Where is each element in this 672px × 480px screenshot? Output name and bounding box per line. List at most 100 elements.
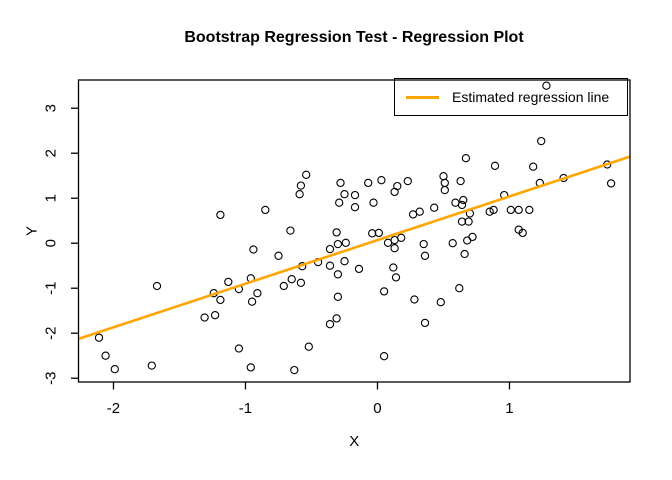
y-tick-label: -2: [42, 327, 59, 340]
data-point: [459, 195, 468, 205]
x-tick-label: 0: [373, 400, 381, 417]
data-point: [332, 314, 341, 323]
data-point: [333, 292, 343, 301]
data-point: [152, 281, 162, 291]
data-point: [216, 210, 225, 220]
data-point: [350, 203, 360, 212]
data-point: [542, 81, 551, 90]
data-point: [110, 365, 119, 374]
data-point: [340, 190, 349, 199]
data-point: [364, 178, 373, 188]
y-tick-label: 2: [42, 149, 59, 157]
data-point: [333, 239, 343, 249]
data-point: [390, 244, 399, 253]
x-axis-label: X: [349, 433, 359, 450]
data-point: [389, 263, 398, 272]
data-point: [448, 239, 457, 248]
regression-line-legend-swatch: [406, 95, 439, 99]
data-point: [336, 178, 345, 188]
regression-line: [78, 155, 631, 341]
data-point: [430, 203, 439, 212]
data-point: [290, 365, 299, 375]
data-point: [463, 236, 472, 245]
data-point: [333, 270, 343, 279]
data-point: [354, 264, 364, 274]
y-axis-label: Y: [23, 226, 40, 236]
data-point: [287, 275, 296, 284]
data-point: [296, 181, 306, 190]
data-point: [537, 136, 546, 146]
data-point: [200, 313, 209, 322]
data-point: [525, 205, 534, 215]
data-point: [94, 333, 104, 342]
y-axis: -3 -2 -1 0 1 2 3: [42, 104, 79, 385]
data-point: [518, 228, 527, 238]
data-point: [439, 172, 448, 181]
data-point: [335, 198, 344, 207]
data-point: [606, 179, 616, 188]
x-tick-label: -1: [239, 400, 252, 417]
data-point: [420, 251, 430, 260]
data-point: [377, 176, 386, 185]
data-point: [210, 311, 220, 320]
data-point: [249, 245, 258, 254]
data-point: [246, 363, 255, 372]
data-point: [340, 257, 349, 266]
data-point: [379, 352, 389, 361]
data-point: [253, 289, 262, 298]
data-point: [397, 233, 406, 242]
data-point: [325, 244, 335, 254]
data-point: [489, 205, 498, 215]
chart-title: Bootstrap Regression Test - Regression P…: [184, 29, 524, 46]
data-point: [420, 318, 430, 328]
data-point: [325, 261, 335, 270]
data-point: [279, 281, 288, 291]
data-point: [304, 342, 313, 351]
data-point: [234, 344, 244, 353]
x-tick-label: -2: [107, 400, 120, 417]
data-point: [216, 295, 225, 305]
data-point: [455, 284, 464, 293]
legend-label: Estimated regression line: [452, 89, 610, 105]
data-points: [94, 81, 616, 375]
data-point: [286, 226, 295, 235]
data-point: [419, 239, 428, 249]
data-point: [368, 229, 377, 238]
data-point: [456, 176, 465, 186]
data-point: [436, 298, 445, 307]
data-point: [247, 297, 257, 306]
data-point: [369, 198, 378, 207]
x-axis: -2 -1 0 1: [107, 382, 514, 417]
data-point: [410, 295, 419, 304]
data-point: [440, 185, 449, 195]
data-point: [274, 251, 283, 260]
data-point: [490, 161, 500, 170]
data-point: [224, 277, 233, 287]
data-point: [350, 190, 360, 200]
data-point: [341, 238, 350, 247]
data-point: [457, 200, 467, 210]
data-point: [325, 320, 335, 329]
y-tick-label: 1: [42, 194, 59, 202]
data-point: [374, 228, 383, 238]
data-point: [296, 278, 306, 287]
data-point: [390, 187, 399, 197]
data-point: [506, 205, 515, 215]
y-tick-label: -1: [42, 282, 59, 295]
data-point: [468, 232, 477, 242]
data-point: [261, 205, 270, 215]
y-tick-label: 3: [42, 104, 59, 112]
data-point: [457, 217, 467, 226]
y-tick-label: -3: [42, 372, 59, 385]
data-point: [529, 162, 538, 171]
data-point: [101, 351, 110, 360]
y-tick-label: 0: [42, 239, 59, 247]
plot-border: [77, 79, 631, 383]
data-point: [295, 190, 304, 199]
data-point: [391, 273, 401, 282]
data-point: [464, 217, 473, 226]
data-point: [514, 205, 523, 215]
data-point: [415, 207, 424, 216]
